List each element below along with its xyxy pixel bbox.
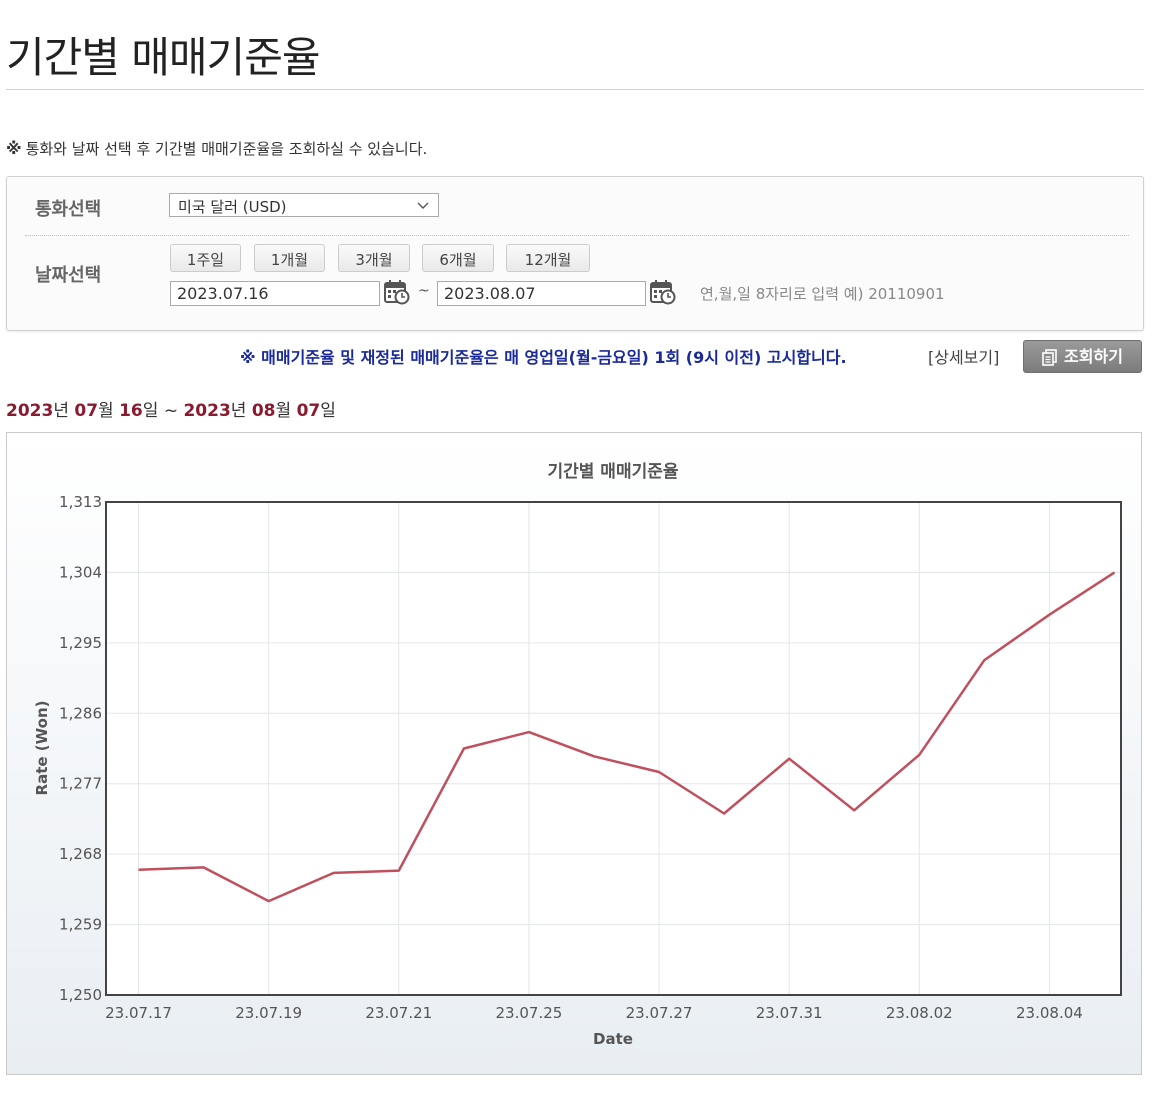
y-tick-label: 1,304: [59, 563, 102, 581]
y-tick-label: 1,259: [59, 916, 102, 934]
start-year: 2023: [6, 401, 54, 421]
calendar-icon[interactable]: [650, 279, 676, 305]
date-range-tilde: ~: [418, 283, 430, 299]
date-label: 날짜선택: [35, 265, 102, 286]
x-tick-label: 23.07.25: [496, 1004, 563, 1022]
y-tick-label: 1,268: [59, 845, 102, 863]
reference-mark: ※: [6, 139, 22, 158]
y-tick-label: 1,295: [59, 634, 102, 652]
period-button-6months[interactable]: 6개월: [422, 244, 494, 272]
query-button-label: 조회하기: [1064, 347, 1123, 366]
title-divider: [6, 89, 1144, 90]
plot-area: [106, 502, 1121, 995]
chart-panel: 기간별 매매기준율 1,250 1,259 1,268 1,277 1,286 1,295…: [6, 432, 1142, 1075]
start-date-input[interactable]: 2023.07.16: [170, 281, 380, 306]
y-tick-label: 1,313: [59, 493, 102, 511]
series-line: [138, 571, 1116, 903]
period-button-1month[interactable]: 1개월: [254, 244, 325, 272]
month-unit: 월: [275, 401, 292, 421]
y-axis-title: Rate (Won): [33, 701, 51, 796]
end-month: 08: [251, 401, 276, 421]
date-format-hint: 연,월,일 8자리로 입력 예) 20110901: [700, 285, 945, 303]
announcement-text: ※ 매매기준율 및 재정된 매매기준율은 매 영업일(월-금요일) 1회 (9시…: [240, 348, 847, 367]
x-tick-label: 23.08.04: [1016, 1004, 1083, 1022]
range-separator: ~: [163, 401, 179, 421]
year-unit: 년: [230, 401, 247, 421]
calendar-icon[interactable]: [384, 279, 410, 305]
y-tick-label: 1,277: [59, 775, 102, 793]
day-unit: 일: [320, 401, 336, 421]
chart-title: 기간별 매매기준율: [547, 462, 678, 482]
document-icon: [1042, 349, 1057, 366]
notice-message: 통화와 날짜 선택 후 기간별 매매기준율을 조회하실 수 있습니다.: [25, 140, 428, 158]
currency-select[interactable]: 미국 달러 (USD): [169, 193, 439, 217]
notice-text: ※ 통화와 날짜 선택 후 기간별 매매기준율을 조회하실 수 있습니다.: [6, 138, 427, 159]
period-button-3months[interactable]: 3개월: [338, 244, 410, 272]
day-unit: 일: [142, 401, 159, 421]
period-button-12months[interactable]: 12개월: [506, 244, 590, 272]
query-button[interactable]: 조회하기: [1023, 340, 1142, 373]
currency-label: 통화선택: [35, 199, 102, 220]
x-tick-label: 23.08.02: [886, 1004, 953, 1022]
detail-link[interactable]: [상세보기]: [928, 348, 1000, 367]
x-tick-label: 23.07.21: [365, 1004, 432, 1022]
page-title: 기간별 매매기준율: [6, 33, 320, 82]
start-day: 16: [119, 401, 143, 421]
year-unit: 년: [53, 401, 69, 421]
y-tick-label: 1,250: [59, 986, 102, 1004]
rate-line-chart: 기간별 매매기준율 1,250 1,259 1,268 1,277 1,286 1,295…: [33, 462, 1122, 1048]
end-day: 07: [296, 401, 321, 421]
x-tick-label: 23.07.31: [756, 1004, 823, 1022]
x-tick-label: 23.07.19: [235, 1004, 302, 1022]
end-year: 2023: [183, 401, 231, 421]
x-axis-title: Date: [593, 1030, 633, 1048]
month-unit: 월: [98, 401, 114, 421]
row-divider: [25, 235, 1129, 236]
start-month: 07: [74, 401, 99, 421]
date-range-summary: 2023년 07월 16일 ~ 2023년 08월 07일: [6, 396, 336, 421]
x-tick-label: 23.07.27: [626, 1004, 693, 1022]
end-date-input[interactable]: 2023.08.07: [437, 281, 646, 306]
y-tick-label: 1,286: [59, 704, 102, 722]
plot-frame: [105, 501, 1122, 996]
currency-selected-value: 미국 달러 (USD): [178, 198, 287, 216]
period-button-1week[interactable]: 1주일: [170, 244, 241, 272]
x-tick-label: 23.07.17: [105, 1004, 172, 1022]
search-panel: 통화선택 미국 달러 (USD) 날짜선택 1주일 1개월 3개월 6개월 12…: [6, 176, 1144, 331]
chevron-down-icon: [417, 202, 429, 209]
